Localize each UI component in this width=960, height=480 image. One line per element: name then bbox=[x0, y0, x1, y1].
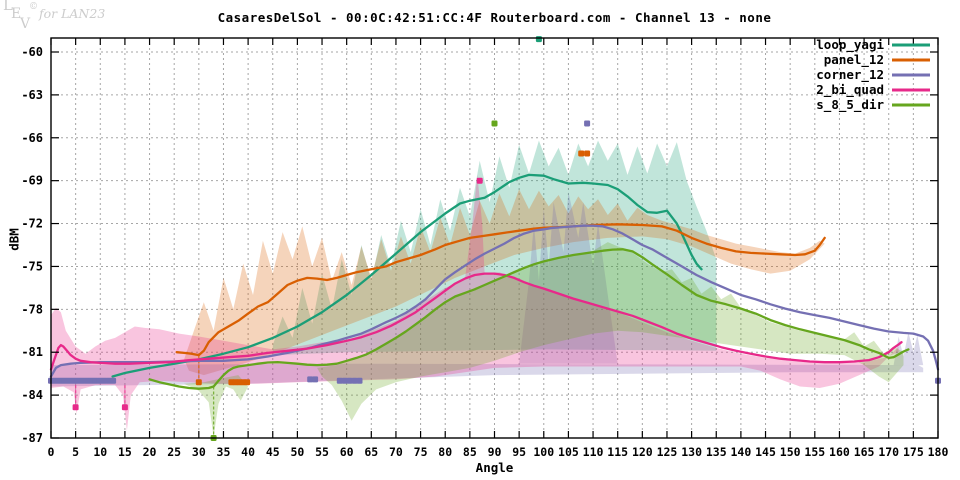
legend-item-2_bi_quad: 2_bi_quad bbox=[816, 82, 930, 98]
x-tick-label: 135 bbox=[706, 445, 727, 459]
data-point-corner_12 bbox=[307, 376, 314, 383]
x-tick-label: 65 bbox=[364, 445, 378, 459]
x-tick-label: 5 bbox=[72, 445, 79, 459]
data-point-panel_12 bbox=[578, 150, 585, 157]
x-tick-label: 30 bbox=[192, 445, 206, 459]
x-tick-label: 90 bbox=[488, 445, 502, 459]
y-tick-label: -75 bbox=[21, 259, 43, 273]
legend-label: 2_bi_quad bbox=[816, 82, 884, 98]
x-tick-label: 50 bbox=[290, 445, 304, 459]
x-tick-label: 150 bbox=[780, 445, 801, 459]
range-band-2_bi_quad bbox=[51, 174, 899, 431]
data-point-2_bi_quad bbox=[121, 404, 128, 411]
legend-item-s_8_5_dir: s_8_5_dir bbox=[816, 97, 930, 113]
x-tick-label: 45 bbox=[266, 445, 280, 459]
data-point-corner_12 bbox=[584, 120, 591, 127]
x-tick-label: 140 bbox=[730, 445, 751, 459]
data-point-s_8_5_dir bbox=[491, 120, 498, 127]
y-tick-label: -78 bbox=[21, 302, 43, 316]
x-tick-label: 180 bbox=[928, 445, 949, 459]
data-point-2_bi_quad bbox=[72, 404, 79, 411]
data-point-panel_12 bbox=[195, 379, 202, 386]
series-line-s_8_5_dir bbox=[148, 248, 910, 390]
x-tick-label: 105 bbox=[558, 445, 579, 459]
legend-item-loop_yagi: loop_yagi bbox=[816, 37, 930, 53]
watermark-letter-l: L bbox=[3, 0, 13, 14]
data-point-corner_12 bbox=[312, 376, 319, 383]
x-tick-label: 100 bbox=[533, 445, 554, 459]
legend-label: corner_12 bbox=[816, 67, 884, 83]
x-tick-label: 170 bbox=[878, 445, 899, 459]
x-tick-label: 10 bbox=[93, 445, 107, 459]
x-tick-label: 40 bbox=[241, 445, 255, 459]
y-tick-label: -60 bbox=[21, 45, 43, 59]
chart-title: CasaresDelSol - 00:0C:42:51:CC:4F Router… bbox=[217, 10, 772, 25]
x-tick-label: 55 bbox=[315, 445, 329, 459]
legend-item-panel_12: panel_12 bbox=[824, 52, 930, 68]
data-point-panel_12 bbox=[584, 150, 591, 157]
x-tick-label: 130 bbox=[681, 445, 702, 459]
series-line-panel_12 bbox=[175, 223, 826, 357]
legend-item-corner_12: corner_12 bbox=[816, 67, 930, 83]
x-tick-label: 145 bbox=[755, 445, 776, 459]
series-line-2_bi_quad bbox=[49, 272, 903, 371]
y-tick-label: -69 bbox=[21, 174, 43, 188]
x-tick-label: 175 bbox=[903, 445, 924, 459]
legend-label: panel_12 bbox=[824, 52, 884, 68]
data-point-loop_yagi bbox=[535, 36, 542, 43]
series-line-corner_12 bbox=[49, 224, 940, 378]
x-tick-label: 160 bbox=[829, 445, 850, 459]
range-band-corner_12 bbox=[519, 192, 618, 364]
data-point-corner_12 bbox=[336, 377, 343, 384]
data-point-2_bi_quad bbox=[476, 177, 483, 184]
y-tick-label: -66 bbox=[21, 131, 43, 145]
x-tick-label: 20 bbox=[143, 445, 157, 459]
x-tick-label: 70 bbox=[389, 445, 403, 459]
y-tick-label: -81 bbox=[21, 345, 43, 359]
x-tick-label: 165 bbox=[854, 445, 875, 459]
y-axis-label: dBM bbox=[6, 228, 22, 251]
watermark-text: for LAN23 bbox=[39, 6, 106, 21]
x-tick-label: 35 bbox=[217, 445, 231, 459]
watermark-letter-v: V bbox=[20, 16, 31, 32]
data-point-corner_12 bbox=[110, 377, 117, 384]
x-tick-label: 25 bbox=[167, 445, 181, 459]
range-band-corner_12 bbox=[51, 363, 924, 387]
x-tick-label: 60 bbox=[340, 445, 354, 459]
data-point-corner_12 bbox=[346, 377, 353, 384]
y-tick-label: -87 bbox=[21, 431, 43, 445]
x-tick-label: 115 bbox=[607, 445, 628, 459]
x-tick-label: 120 bbox=[632, 445, 653, 459]
watermark-letter-e: E bbox=[11, 6, 22, 22]
data-point-corner_12 bbox=[356, 377, 363, 384]
data-point-panel_12 bbox=[244, 379, 251, 386]
copyright-icon: © bbox=[29, 2, 38, 12]
y-tick-label: -72 bbox=[21, 217, 43, 231]
x-tick-label: 155 bbox=[804, 445, 825, 459]
x-axis-label: Angle bbox=[475, 460, 514, 475]
x-tick-label: 85 bbox=[463, 445, 477, 459]
x-tick-label: 80 bbox=[438, 445, 452, 459]
range-band-panel_12 bbox=[184, 189, 825, 376]
y-tick-label: -63 bbox=[21, 88, 43, 102]
range-band-s_8_5_dir bbox=[317, 242, 904, 421]
x-tick-label: 110 bbox=[583, 445, 604, 459]
x-tick-label: 15 bbox=[118, 445, 132, 459]
x-tick-label: 75 bbox=[414, 445, 428, 459]
x-tick-label: 0 bbox=[48, 445, 55, 459]
legend-label: s_8_5_dir bbox=[816, 97, 884, 113]
data-point-corner_12 bbox=[351, 377, 358, 384]
range-band-s_8_5_dir bbox=[184, 375, 249, 437]
lan-viewer-watermark: L E V © for LAN23 bbox=[2, 0, 132, 40]
x-tick-label: 125 bbox=[657, 445, 678, 459]
series-line-loop_yagi bbox=[111, 173, 703, 378]
data-point-corner_12 bbox=[341, 377, 348, 384]
legend-label: loop_yagi bbox=[816, 37, 884, 53]
y-tick-label: -84 bbox=[21, 388, 43, 402]
x-tick-label: 95 bbox=[512, 445, 526, 459]
